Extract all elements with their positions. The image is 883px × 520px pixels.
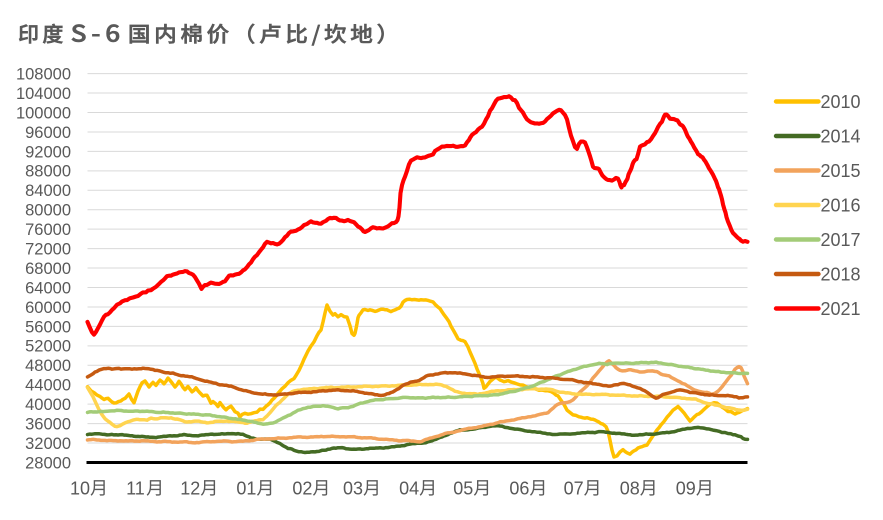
svg-text:36000: 36000 [25, 416, 71, 434]
svg-text:02: 02 [292, 478, 312, 498]
svg-text:96000: 96000 [25, 124, 71, 142]
svg-text:108000: 108000 [16, 66, 71, 84]
svg-text:64000: 64000 [25, 279, 71, 297]
svg-text:84000: 84000 [25, 182, 71, 200]
svg-text:01: 01 [236, 478, 256, 498]
svg-text:2015: 2015 [821, 161, 861, 181]
svg-text:07: 07 [564, 478, 584, 498]
svg-text:2021: 2021 [821, 299, 861, 319]
svg-text:09: 09 [676, 478, 696, 498]
svg-text:2018: 2018 [821, 264, 861, 284]
svg-text:48000: 48000 [25, 357, 71, 375]
svg-text:2014: 2014 [821, 126, 861, 146]
svg-text:44000: 44000 [25, 377, 71, 395]
svg-text:76000: 76000 [25, 221, 71, 239]
svg-text:104000: 104000 [16, 85, 71, 103]
svg-text:40000: 40000 [25, 396, 71, 414]
svg-text:2010: 2010 [821, 92, 861, 112]
svg-text:88000: 88000 [25, 163, 71, 181]
svg-text:08: 08 [620, 478, 640, 498]
svg-text:68000: 68000 [25, 260, 71, 278]
svg-text:80000: 80000 [25, 202, 71, 220]
svg-text:10: 10 [70, 478, 90, 498]
svg-text:2016: 2016 [821, 195, 861, 215]
svg-text:04: 04 [399, 478, 419, 498]
svg-text:03: 03 [343, 478, 363, 498]
svg-text:72000: 72000 [25, 241, 71, 259]
svg-text:11: 11 [126, 478, 145, 498]
svg-text:06: 06 [509, 478, 529, 498]
svg-text:2017: 2017 [821, 230, 861, 250]
svg-text:92000: 92000 [25, 143, 71, 161]
svg-text:32000: 32000 [25, 435, 71, 453]
svg-text:05: 05 [453, 478, 473, 498]
svg-text:28000: 28000 [25, 454, 71, 472]
svg-text:12: 12 [180, 478, 200, 498]
svg-text:52000: 52000 [25, 338, 71, 356]
svg-text:60000: 60000 [25, 299, 71, 317]
svg-text:100000: 100000 [16, 104, 71, 122]
svg-text:56000: 56000 [25, 318, 71, 336]
